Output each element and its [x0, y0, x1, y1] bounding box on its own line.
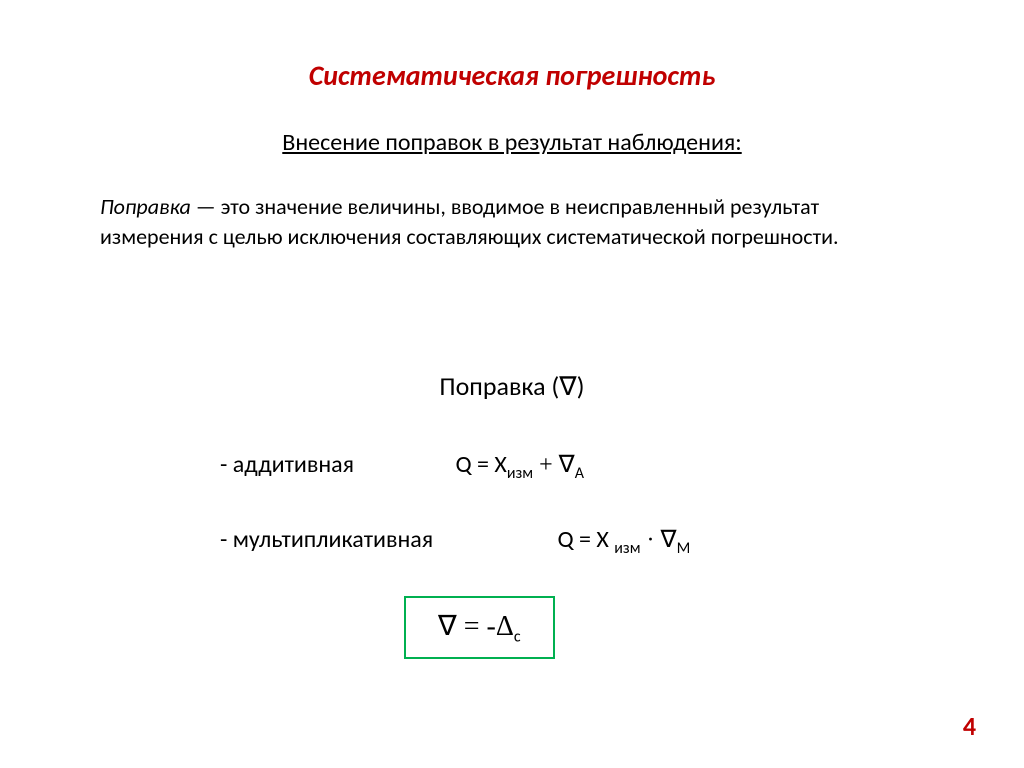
formula-multiplicative-expr: Q = X изм · ∇М	[557, 525, 690, 554]
page-number: 4	[963, 710, 976, 742]
slide-title: Систематическая погрешность	[0, 58, 1024, 93]
formula-additive-expr: Q = Xизм + ∇А	[455, 450, 584, 479]
formula-additive-q: Q = X	[455, 450, 506, 479]
formula-additive-mid: + ∇	[533, 452, 575, 478]
formula-additive-sub1: изм	[507, 464, 533, 483]
formula-additive: - аддитивная Q = Xизм + ∇А	[220, 450, 584, 483]
boxed-formula: ∇ = -Δс	[404, 596, 555, 659]
slide-subtitle: Внесение поправок в результат наблюдения…	[0, 128, 1024, 157]
boxed-sub: с	[514, 628, 521, 647]
formula-multiplicative: - мультипликативная Q = X изм · ∇М	[220, 525, 690, 558]
slide: Систематическая погрешность Внесение поп…	[0, 0, 1024, 768]
formula-multiplicative-sub2: М	[677, 539, 691, 558]
formula-additive-sub2: А	[575, 464, 584, 483]
formula-multiplicative-mid: · ∇	[641, 527, 677, 553]
formula-multiplicative-label: - мультипликативная	[220, 525, 552, 554]
definition-term: Поправка	[100, 193, 191, 220]
boxed-lhs: ∇ = -Δ	[438, 611, 514, 642]
formula-additive-label: - аддитивная	[220, 450, 450, 479]
definition-text: — это значение величины, вводимое в неис…	[100, 193, 839, 250]
formula-multiplicative-sub1: изм	[614, 539, 640, 558]
correction-heading: Поправка (∇)	[0, 370, 1024, 402]
definition-paragraph: Поправка — это значение величины, вводим…	[100, 192, 924, 251]
formula-multiplicative-q: Q = X	[557, 525, 614, 554]
correction-heading-text: Поправка (∇)	[439, 370, 584, 402]
